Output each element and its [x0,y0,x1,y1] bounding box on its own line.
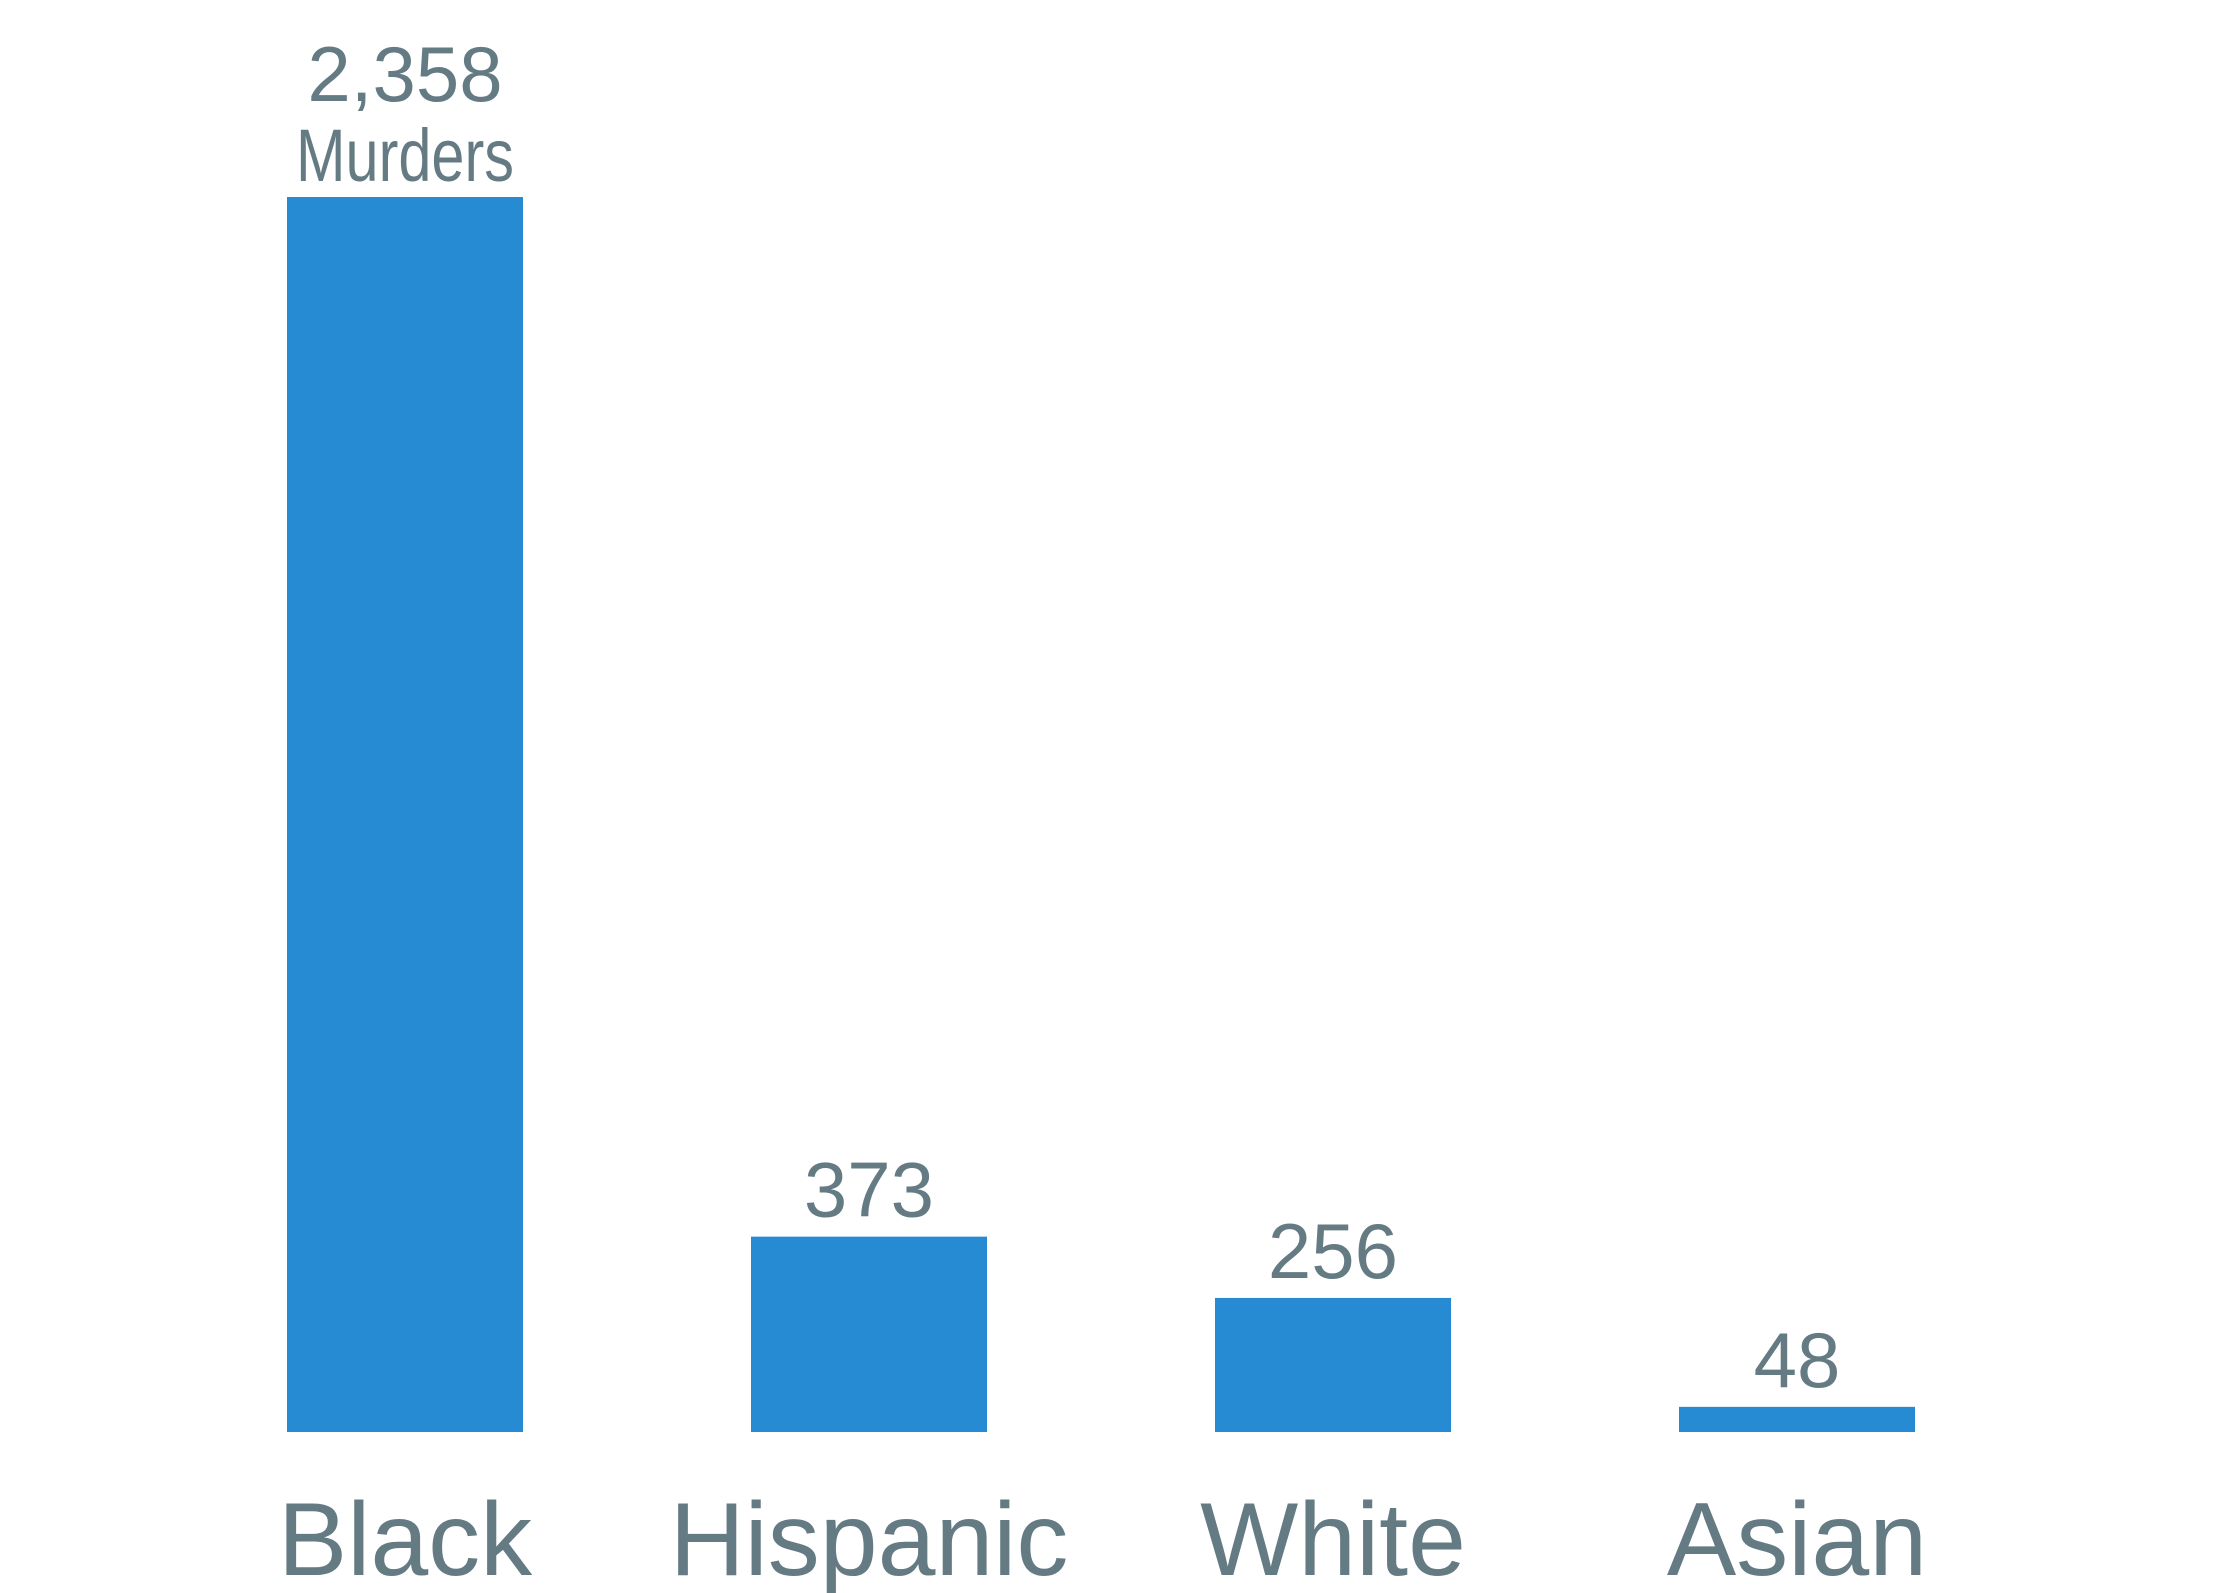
value-label-hispanic: 373 [804,1146,934,1234]
value-label-black: 2,358 [307,30,502,118]
bar-asian [1679,1406,1915,1432]
bars-group [287,197,1915,1432]
value-unit-black: Murders [296,114,514,197]
bar-black [287,197,523,1432]
category-label-hispanic: Hispanic [670,1482,1069,1593]
category-label-white: White [1200,1482,1466,1593]
value-label-white: 256 [1268,1207,1398,1295]
category-labels-group: Black Hispanic White Asian [278,1482,1927,1593]
bar-hispanic [751,1236,987,1432]
value-label-asian: 48 [1754,1316,1841,1404]
bar-white [1215,1297,1451,1432]
category-label-black: Black [278,1482,533,1593]
category-label-asian: Asian [1667,1482,1927,1593]
